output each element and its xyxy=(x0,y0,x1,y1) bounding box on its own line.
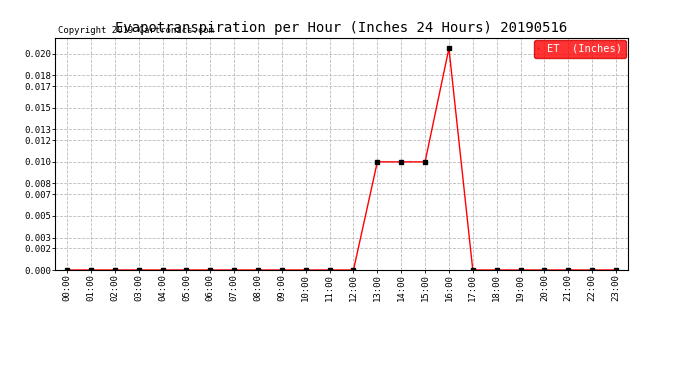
Title: Evapotranspiration per Hour (Inches 24 Hours) 20190516: Evapotranspiration per Hour (Inches 24 H… xyxy=(115,21,568,35)
Legend: ET  (Inches): ET (Inches) xyxy=(534,40,626,58)
Text: Copyright 2019 Cartronics.com: Copyright 2019 Cartronics.com xyxy=(58,26,214,35)
